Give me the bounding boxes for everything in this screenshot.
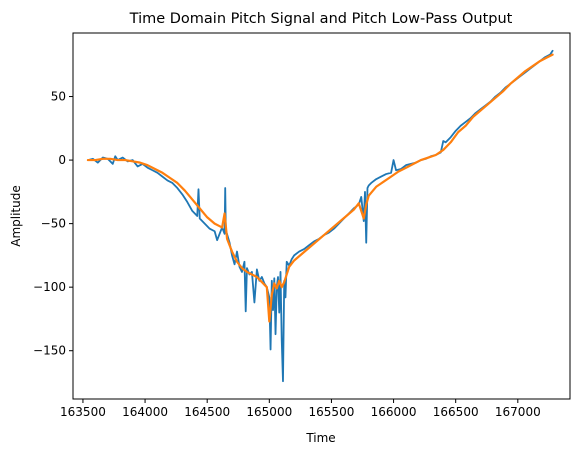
y-tick-label: −100 — [33, 280, 66, 294]
series-line-2 — [86, 53, 554, 323]
x-axis-label: Time — [305, 431, 335, 445]
series-layer — [86, 49, 554, 383]
x-tick-label: 163500 — [60, 405, 106, 419]
x-tick-label: 166500 — [433, 405, 479, 419]
x-axis: 163500 164000 164500 165000 165500 166000 1665… — [60, 399, 541, 419]
y-tick-label: 0 — [58, 153, 66, 167]
y-axis-label: Amplitude — [9, 185, 23, 247]
x-tick-label: 164000 — [122, 405, 168, 419]
chart-title: Time Domain Pitch Signal and Pitch Low-P… — [129, 11, 513, 27]
x-tick-label: 166000 — [371, 405, 417, 419]
y-tick-label: 50 — [51, 90, 66, 104]
plot-frame — [72, 32, 571, 400]
y-tick-label: −50 — [41, 217, 66, 231]
x-tick-label: 165500 — [309, 405, 355, 419]
x-tick-label: 165000 — [246, 405, 292, 419]
y-axis: 50 0 −50 −100 −150 — [33, 90, 73, 358]
x-tick-label: 167000 — [495, 405, 541, 419]
x-tick-label: 164500 — [184, 405, 230, 419]
y-tick-label: −150 — [33, 344, 66, 358]
